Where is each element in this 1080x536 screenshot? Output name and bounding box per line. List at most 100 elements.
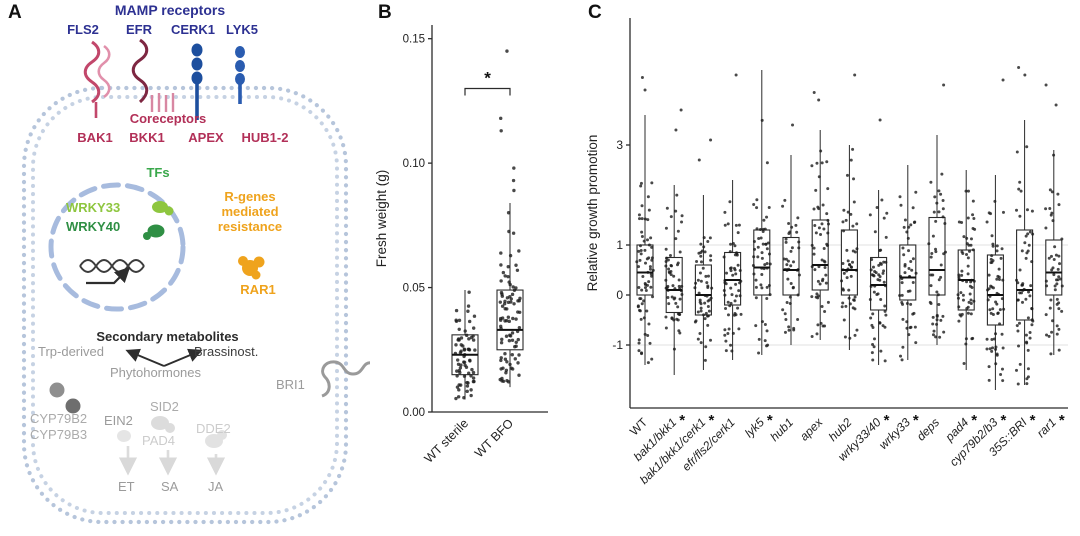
data-point	[705, 281, 709, 285]
data-point	[905, 326, 909, 330]
data-point	[508, 362, 512, 367]
data-point	[943, 221, 947, 225]
data-point	[639, 249, 643, 253]
data-point	[516, 337, 520, 342]
data-point	[637, 249, 641, 253]
data-point	[723, 333, 727, 337]
data-point	[763, 339, 767, 343]
data-point	[513, 357, 517, 361]
data-point	[517, 353, 521, 357]
data-point	[1057, 327, 1061, 331]
data-point	[678, 297, 682, 301]
data-point	[1028, 230, 1032, 234]
data-point	[869, 316, 873, 320]
data-point	[900, 301, 904, 305]
data-point	[1056, 267, 1060, 271]
data-point	[852, 177, 856, 181]
data-point	[672, 318, 676, 322]
data-point	[1025, 145, 1029, 149]
ein2-label: EIN2	[104, 413, 133, 428]
data-point	[914, 271, 918, 275]
significance-star: *	[884, 412, 890, 429]
data-point	[706, 314, 710, 318]
data-point	[851, 224, 855, 228]
y-axis-title: Relative growth promotion	[585, 135, 600, 292]
data-point	[664, 226, 668, 230]
data-point	[518, 296, 522, 301]
data-point	[647, 322, 651, 326]
data-point	[1060, 284, 1064, 288]
data-point	[823, 265, 827, 269]
data-point	[906, 236, 910, 240]
data-point	[882, 269, 886, 273]
cell-diagram	[21, 38, 370, 525]
data-point	[879, 248, 883, 252]
data-point	[841, 262, 845, 266]
y-tick-label: 1	[616, 238, 623, 252]
data-point	[1025, 208, 1029, 212]
data-point	[1026, 348, 1030, 352]
data-point	[499, 116, 503, 121]
data-point	[1053, 245, 1057, 249]
data-point	[905, 320, 909, 324]
data-point	[960, 269, 964, 273]
data-point	[825, 160, 829, 164]
data-point	[672, 347, 676, 351]
data-point	[987, 378, 991, 382]
data-point	[505, 296, 510, 300]
dde2-label: DDE2	[196, 421, 231, 436]
data-point	[1018, 214, 1022, 218]
data-point	[931, 234, 935, 238]
data-point	[726, 300, 730, 304]
data-point	[468, 358, 472, 362]
data-point	[651, 268, 655, 272]
data-point	[840, 305, 844, 309]
data-point	[760, 251, 764, 255]
data-point	[881, 271, 885, 275]
data-point	[506, 315, 511, 319]
data-point	[938, 335, 942, 339]
data-point	[848, 336, 852, 340]
data-point	[1001, 210, 1005, 214]
wrky33-label: WRKY33	[66, 200, 121, 215]
y-tick-label: 3	[616, 138, 623, 152]
data-point	[1057, 203, 1061, 207]
data-point	[1053, 288, 1057, 292]
data-point	[509, 297, 513, 301]
data-point	[650, 245, 654, 249]
data-point	[1030, 209, 1034, 213]
data-point	[783, 330, 787, 334]
data-point	[730, 293, 734, 297]
data-point	[649, 236, 653, 240]
significance-star: *	[708, 412, 714, 429]
data-point	[733, 299, 737, 303]
data-point	[462, 360, 467, 364]
data-point	[1016, 329, 1020, 333]
data-point	[970, 285, 974, 289]
data-point	[758, 227, 762, 231]
wrky33-protein-icon	[152, 201, 174, 216]
data-point	[1047, 256, 1051, 260]
secondary-metabolites-title: Secondary metabolites	[96, 329, 239, 344]
data-point	[1024, 333, 1028, 337]
data-point	[760, 256, 764, 260]
data-point	[733, 244, 737, 248]
data-point	[765, 329, 769, 333]
box	[811, 219, 829, 291]
data-point	[853, 295, 857, 299]
data-point	[849, 212, 853, 216]
data-point	[785, 263, 789, 267]
data-point	[818, 282, 822, 286]
data-point	[1024, 234, 1028, 238]
data-point	[466, 347, 470, 351]
data-point	[703, 301, 707, 305]
data-point	[765, 261, 769, 265]
data-point	[506, 264, 510, 269]
data-point	[706, 240, 710, 244]
data-point	[998, 322, 1002, 326]
data-point	[849, 265, 853, 269]
data-point	[513, 345, 517, 349]
data-point	[868, 213, 872, 217]
data-point	[991, 244, 995, 248]
data-point	[935, 201, 939, 205]
